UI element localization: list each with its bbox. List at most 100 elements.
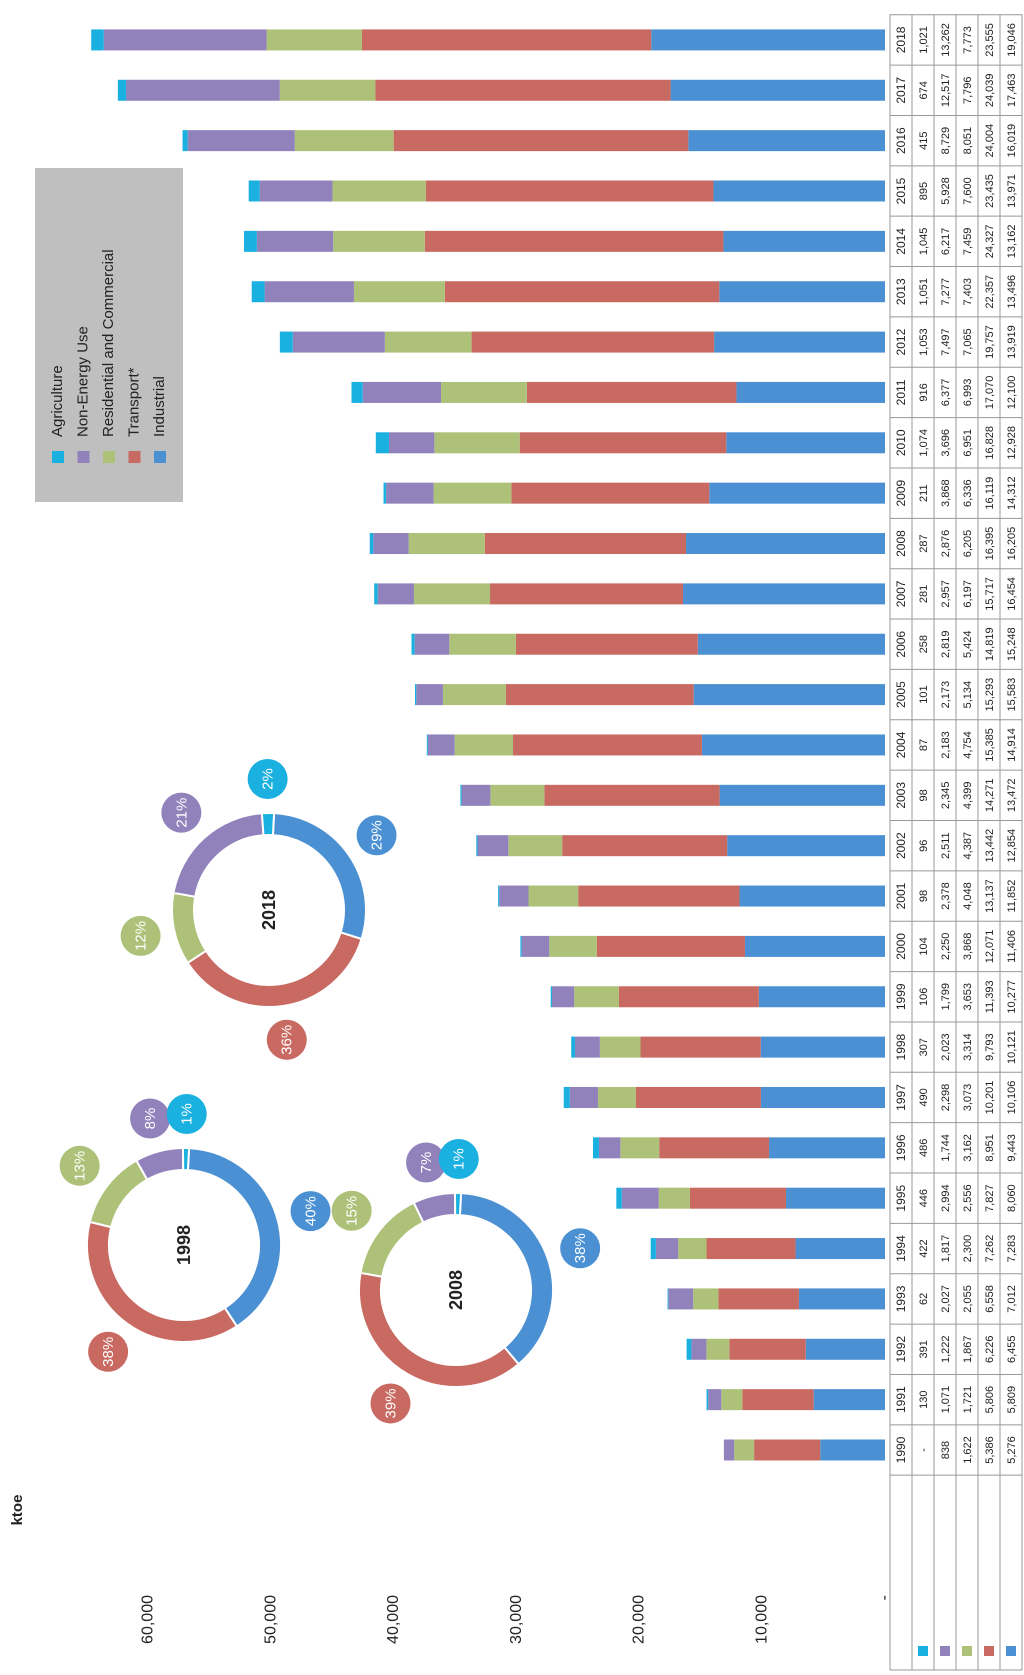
table-cell: 96: [918, 840, 930, 852]
bar-segment: [719, 784, 885, 806]
percent-label: 8%: [142, 1108, 159, 1130]
bar-segment: [442, 684, 506, 706]
table-cell: 16,828: [984, 426, 996, 460]
table-year: 2001: [894, 882, 908, 909]
table-cell: 1,744: [940, 1134, 952, 1162]
table-cell: 24,004: [984, 124, 996, 158]
table-cell: 1,721: [962, 1386, 974, 1414]
bar-segment: [373, 533, 409, 555]
legend-swatch: [77, 451, 90, 463]
table-cell: 101: [918, 685, 930, 703]
bar-segment: [786, 1187, 885, 1209]
table-cell: 7,065: [962, 328, 974, 356]
table-cell: 87: [918, 739, 930, 751]
table-cell: 4,387: [962, 832, 974, 860]
table-cell: 2,957: [940, 580, 952, 608]
percent-label: 7%: [418, 1152, 435, 1174]
bar-segment: [526, 381, 737, 403]
percent-bubble: [161, 792, 202, 833]
table-cell: 13,472: [1006, 778, 1018, 812]
table-cell: 6,217: [940, 228, 952, 256]
bar-segment: [377, 583, 414, 605]
table-cell: 2,055: [962, 1285, 974, 1313]
table-cell: 16,019: [1006, 124, 1018, 158]
bar-segment: [820, 1439, 885, 1461]
table-cell: 6,197: [962, 580, 974, 608]
percent-label: 40%: [303, 1196, 320, 1226]
table-cell: 3,314: [962, 1033, 974, 1061]
table-cell: 11,393: [984, 980, 996, 1013]
table-cell: 10,106: [1006, 1081, 1018, 1115]
percent-bubble: [88, 1331, 129, 1372]
table-year: 1991: [894, 1386, 908, 1413]
bar-segment: [426, 734, 428, 756]
table-year: 1993: [894, 1285, 908, 1312]
table-cell: 490: [918, 1088, 930, 1106]
table-swatch: [940, 1646, 950, 1656]
percent-label: 13%: [72, 1151, 89, 1181]
percent-bubble: [166, 1094, 207, 1135]
table-year: 1998: [894, 1033, 908, 1060]
table-cell: 2,345: [940, 782, 952, 810]
percent-bubble: [59, 1145, 100, 1186]
table-cell: 8,951: [984, 1134, 996, 1162]
table-cell: 7,459: [962, 228, 974, 256]
table-year: 2009: [894, 479, 908, 506]
bar-segment: [691, 1338, 707, 1360]
rotated-chart: ktoe - 10,000 20,000 30,000 40,000 50,000 60,0…: [9, 14, 1023, 1671]
bar-segment: [798, 1288, 886, 1310]
bar-segment: [505, 684, 694, 706]
table-cell: 7,600: [962, 177, 974, 205]
y-tick-label: 20,000: [631, 1595, 648, 1644]
table-cell: 2,876: [940, 530, 952, 558]
bar-segment: [441, 381, 527, 403]
donut-hole: [109, 1170, 259, 1320]
bar-segment: [550, 986, 553, 1008]
bar-segment: [294, 130, 394, 152]
table-cell: 916: [918, 383, 930, 401]
table-cell: 4,754: [962, 731, 974, 759]
bar-segment: [697, 633, 885, 655]
bar-segment: [578, 885, 740, 907]
bar-segment: [528, 885, 579, 907]
table-cell: 106: [918, 988, 930, 1006]
bar-segment: [414, 633, 450, 655]
table-cell: 12,928: [1006, 426, 1018, 460]
bar-segment: [256, 230, 334, 252]
table-cell: 104: [918, 937, 930, 955]
table-cell: 422: [918, 1239, 930, 1257]
legend-label: Industrial: [151, 376, 168, 437]
table-cell: 2,378: [940, 882, 952, 910]
table-cell: 16,454: [1006, 577, 1018, 611]
table-year: 2016: [894, 127, 908, 154]
table-cell: 287: [918, 534, 930, 552]
table-cell: 13,496: [1006, 275, 1018, 309]
bar-segment: [424, 230, 724, 252]
bar-segment: [393, 130, 689, 152]
table-year: 1992: [894, 1336, 908, 1363]
table-year: 2004: [894, 731, 908, 758]
table-cell: 1,867: [962, 1336, 974, 1364]
bar-segment: [598, 1137, 621, 1159]
bar-segment: [727, 835, 886, 857]
table-cell: 6,377: [940, 379, 952, 407]
table-swatch: [1006, 1646, 1016, 1656]
table-year: 2014: [894, 228, 908, 255]
bar-segment: [490, 784, 545, 806]
bar-segment: [621, 1187, 659, 1209]
table-cell: 2,023: [940, 1033, 952, 1061]
table-cell: 7,827: [984, 1184, 996, 1212]
table-cell: 23,435: [984, 174, 996, 208]
bar-segment: [374, 583, 378, 605]
bar-segment: [754, 1439, 821, 1461]
legend-label: Agriculture: [49, 365, 66, 437]
table-cell: 24,039: [984, 73, 996, 107]
bar-segment: [574, 1036, 600, 1058]
bar-segment: [813, 1389, 885, 1411]
bar-segment: [444, 281, 720, 303]
bar-segment: [549, 935, 597, 957]
table-cell: 14,819: [984, 627, 996, 661]
percent-label: 2%: [260, 768, 277, 790]
table-year: 1997: [894, 1084, 908, 1111]
